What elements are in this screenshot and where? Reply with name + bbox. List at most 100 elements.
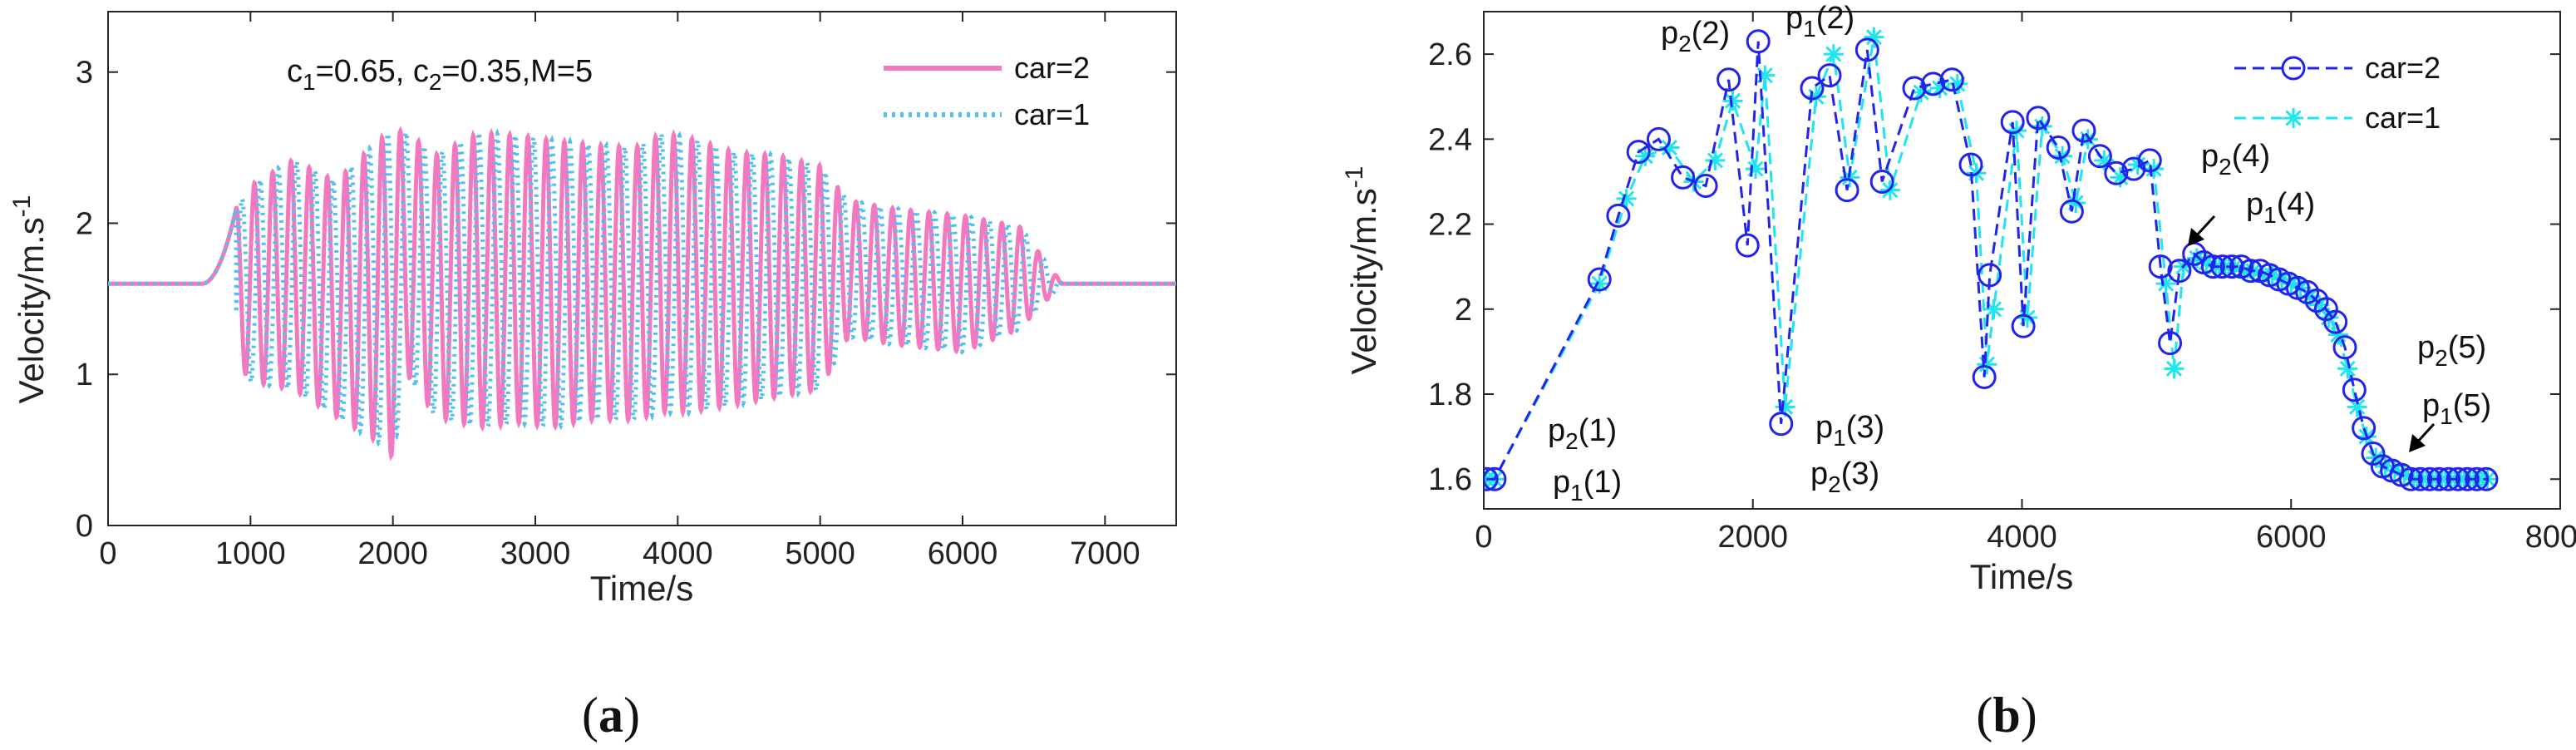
chart-a-ytick-label: 3 (76, 56, 93, 91)
chart-b-point-car2 (2059, 199, 2084, 224)
chart-a-series-car-2 (108, 126, 1176, 461)
chart-b-point-car2 (2332, 335, 2357, 360)
chart-b-point-car2 (2158, 331, 2183, 356)
chart-b-point-car2 (1606, 203, 1631, 228)
annotation-p2-4: p2(4) (2201, 139, 2270, 180)
chart-b-point-car2 (2417, 466, 2442, 491)
chart-a-xtick-label: 0 (99, 536, 116, 571)
chart-b-point-car2 (2210, 254, 2235, 279)
chart-b-point-car1 (1823, 44, 1844, 65)
annotation-p2-2: p2(2) (1661, 16, 1730, 57)
chart-b-point-car2 (1484, 466, 1499, 491)
chart-b-point-car2 (1854, 37, 1879, 62)
chart-b-point-car2 (2104, 160, 2129, 185)
chart-b-point-car2 (1671, 165, 1696, 190)
chart-b-point-car2 (2200, 254, 2225, 279)
chart-b-point-car2 (1626, 140, 1651, 165)
chart-b-point-car2 (2342, 377, 2367, 402)
chart-b-point-car2 (1587, 267, 1612, 292)
chart-a-xtick-label: 3000 (500, 536, 571, 571)
chart-b-point-car1 (1864, 27, 1884, 47)
chart-b-point-car2 (2046, 136, 2071, 160)
annotation-p2-1: p2(1) (1548, 413, 1617, 454)
chart-a-ticks: 0 1000 2000 3000 4000 5000 6000 7000 0 1 2 3 (76, 12, 1176, 571)
chart-b-point-car2 (2352, 416, 2377, 441)
chart-b-point-car2 (2436, 466, 2461, 491)
annotation-p1-1: p1(1) (1553, 465, 1622, 506)
chart-a-legend: car=2 car=1 (884, 51, 1090, 131)
chart-b-point-car2 (1817, 63, 1842, 88)
legend-a-car2-label: car=2 (1014, 51, 1090, 85)
chart-b-point-car2 (1939, 67, 1964, 92)
chart-b-xtick-label: 6000 (2256, 520, 2327, 555)
annotation-p1-2: p1(2) (1785, 1, 1854, 42)
chart-b-ytick-label: 1.8 (1428, 377, 1472, 412)
chart-b-ytick-label: 2.2 (1428, 208, 1472, 243)
legend-b-car1-star (2283, 108, 2303, 128)
chart-b-caption: (b) (1976, 688, 2037, 743)
chart-b-point-car2 (2011, 313, 2036, 338)
chart-b-point-car2 (1693, 174, 1718, 199)
chart-b-ytick-label: 2 (1455, 293, 1472, 328)
chart-b-point-car2 (2323, 309, 2348, 334)
chart-b-point-car2 (2137, 148, 2162, 173)
chart-a-xtick-label: 1000 (215, 536, 286, 571)
chart-a-ytick-label: 0 (76, 509, 93, 544)
chart-b-point-car2 (2239, 259, 2263, 284)
chart-b-xtick-label: 2000 (1717, 520, 1788, 555)
chart-b-xtick-label: 4000 (1987, 520, 2057, 555)
chart-b-point-car2 (1902, 76, 1927, 101)
chart-a-series-car-1 (108, 127, 1176, 447)
chart-b-point-car2 (1972, 365, 1997, 390)
chart-a-caption: (a) (582, 688, 640, 743)
chart-b-point-car2 (2445, 466, 2470, 491)
chart-b-point-car2 (1869, 169, 1894, 194)
chart-a-xtick-label: 4000 (643, 536, 713, 571)
chart-b-point-car1 (2017, 308, 2037, 328)
chart-b-point-car2 (2474, 466, 2499, 491)
chart-b-point-car2 (1769, 412, 1794, 437)
annotation-p2-3: p2(3) (1810, 456, 1879, 497)
chart-b-point-car2 (2465, 466, 2490, 491)
chart-b-point-car2 (1978, 263, 2002, 288)
chart-b-point-car2 (1958, 152, 1983, 177)
chart-b-point-car1 (2052, 146, 2073, 166)
chart-b-point-car1 (1616, 188, 1637, 209)
chart-b-point-car2 (2167, 259, 2192, 284)
chart-b-xlabel: Time/s (1970, 557, 2073, 596)
chart-b-point-car2 (2087, 144, 2112, 169)
chart-b-point-car2 (2000, 110, 2025, 135)
chart-a-ylabel: Velocity/m.s-1 (8, 195, 51, 404)
chart-a-xtick-label: 7000 (1070, 536, 1140, 571)
chart-b-ytick-label: 2.4 (1428, 122, 1472, 157)
annotation-p1-4: p1(4) (2246, 187, 2315, 228)
chart-b-point-car2 (1717, 67, 1741, 92)
chart-b-line-car-2 (1486, 41, 2486, 481)
chart-b-point-car2 (1484, 466, 1507, 491)
chart-b-point-car1 (2144, 159, 2165, 180)
chart-b-series (1484, 27, 2499, 491)
chart-b-point-car1 (2066, 193, 2086, 213)
chart-a-series (108, 126, 1176, 461)
legend-b-car2-label: car=2 (2365, 51, 2441, 85)
chart-b-point-car1 (1745, 159, 1766, 180)
chart-b-point-car2 (1746, 29, 1771, 54)
chart-a-xlabel: Time/s (590, 569, 693, 608)
annotation-arrow-5-head (2409, 434, 2426, 452)
chart-b-point-car1 (1755, 65, 1776, 86)
chart-a-xtick-label: 5000 (785, 536, 855, 571)
chart-b-point-car2 (2026, 106, 2051, 131)
legend-b-car1-label: car=1 (2365, 101, 2441, 135)
annotation-p2-5: p2(5) (2417, 330, 2486, 371)
chart-b-xtick-label: 0 (1475, 520, 1492, 555)
annotation-p1-5: p1(5) (2422, 388, 2491, 429)
chart-b-point-car1 (1705, 150, 1726, 170)
chart-b-point-car2 (1800, 76, 1825, 101)
annotation-arrow-4-head (2188, 228, 2204, 246)
chart-b-point-car2 (2398, 466, 2423, 491)
chart-a-ytick-label: 2 (76, 206, 93, 241)
chart-b-point-car2 (2408, 466, 2433, 491)
chart-b-point-car2 (2426, 466, 2451, 491)
chart-b-point-car2 (2455, 466, 2480, 491)
